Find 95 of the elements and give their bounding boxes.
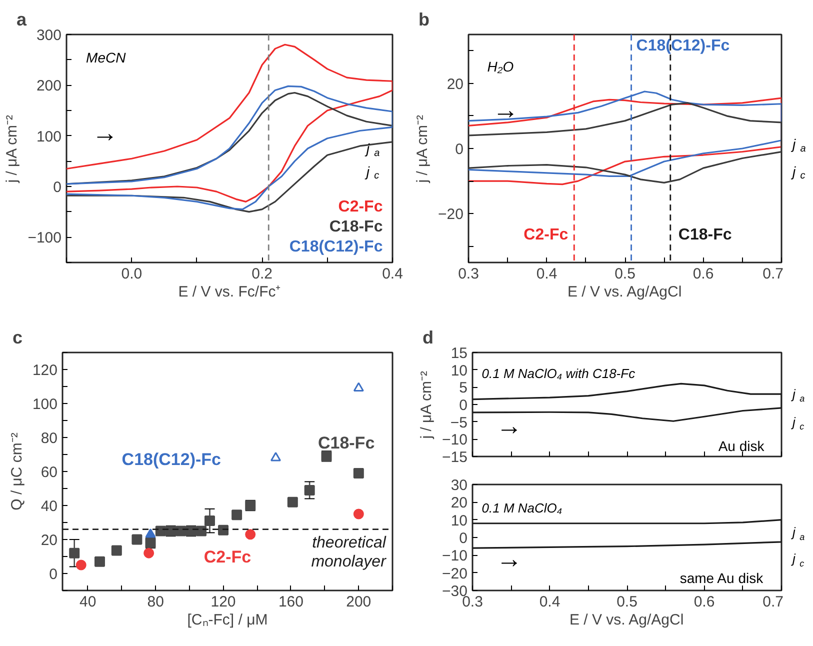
chart-title: c [12, 328, 23, 348]
x-tick-label: 0.0 [121, 266, 142, 282]
y-tick-label: 20 [446, 76, 464, 93]
point [304, 484, 315, 496]
y-tick-label: 120 [32, 362, 58, 379]
text: C18-Fc [329, 218, 383, 236]
y-axis-title: Q / μC cm⁻² [8, 432, 26, 510]
x-tick-label: 0.6 [694, 594, 715, 610]
y-tick-label: −15 [442, 449, 468, 466]
y-tick-label: 15 [450, 345, 468, 362]
point [204, 516, 215, 526]
point [353, 508, 364, 520]
annotation: 0.1 M NaClO₄ with C18-Fc [482, 366, 636, 381]
y-tick-label: 0 [49, 566, 58, 583]
ref-line-label: C2-Fc [524, 226, 568, 244]
y-tick-label: 0 [459, 397, 468, 414]
chart-title: b [418, 10, 430, 30]
annotation: → [496, 544, 522, 574]
annotation: Au disk [718, 438, 766, 454]
x-axis-title: E / V vs. Fc/Fc⁺ [178, 284, 281, 300]
annotation: MeCN [86, 49, 127, 66]
point [353, 468, 364, 478]
point [76, 560, 86, 570]
x-tick-label: 0.2 [252, 266, 273, 282]
y-tick-label: −20 [442, 565, 468, 582]
y-tick-label: 5 [459, 380, 468, 397]
point [245, 529, 256, 540]
y-tick-label: 0 [455, 141, 464, 158]
y-tick-label: 10 [450, 362, 468, 380]
y-tick-label: 100 [32, 396, 58, 413]
point [176, 526, 186, 536]
x-tick-label: 0.4 [536, 266, 558, 282]
x-tick-label: 0.6 [692, 266, 714, 282]
point [94, 556, 105, 567]
y-tick-label: 0 [459, 530, 468, 547]
x-tick-label: 120 [210, 594, 236, 610]
y-tick-label: −10 [442, 432, 468, 449]
y-tick-label: −100 [28, 230, 62, 247]
y-tick-label: 20 [450, 494, 468, 512]
chart-title: a [16, 10, 28, 30]
x-tick-label: 0.4 [382, 266, 403, 282]
y-tick-label: −20 [438, 206, 464, 224]
x-tick-label: 160 [278, 594, 304, 610]
x-axis-title: [Cₙ-Fc] / μM [187, 612, 268, 628]
y-tick-label: 10 [450, 512, 468, 530]
y-tick-label: 30 [450, 477, 468, 494]
point [287, 496, 298, 508]
y-axis-title: j / μA cm⁻² [414, 115, 432, 184]
annotation: 0.1 M NaClO₄ [482, 500, 562, 516]
series-label: C18-Fc [318, 433, 375, 452]
y-tick-label: −10 [442, 548, 468, 565]
y-tick-label: 40 [40, 498, 58, 515]
point [111, 545, 122, 556]
y-tick-label: 80 [40, 430, 58, 447]
y-tick-label: 300 [36, 27, 62, 44]
x-tick-label: 0.3 [458, 266, 479, 282]
annotation: same Au disk [680, 570, 764, 586]
x-axis-title: E / V vs. Ag/AgCl [567, 284, 682, 300]
annotation: H₂O [487, 58, 514, 74]
text: C18(C12)-Fc [289, 238, 383, 256]
y-tick-label: 60 [40, 464, 58, 481]
y-axis-title: j / μA cm⁻² [418, 371, 436, 440]
point [196, 526, 207, 536]
point [270, 452, 281, 462]
y-tick-label: 0 [53, 179, 62, 196]
annotation: → [496, 410, 522, 440]
point [145, 528, 156, 538]
y-tick-label: 100 [36, 128, 62, 146]
text: C2-Fc [338, 198, 383, 216]
ref-line-label: theoretical monolayer [311, 534, 387, 570]
x-tick-label: 0.5 [616, 594, 638, 610]
ref-line-label: C18-Fc [678, 226, 732, 244]
point [232, 510, 242, 520]
x-tick-label: 40 [80, 594, 96, 610]
text: C18(C12)-Fc [122, 450, 222, 470]
chart-title: d [422, 328, 434, 348]
y-tick-label: 200 [36, 78, 62, 95]
point [132, 534, 142, 545]
ref-line-label: C18(C12)-Fc [636, 37, 730, 54]
x-tick-label: 80 [147, 594, 164, 610]
x-tick-label: 0.7 [762, 266, 784, 282]
x-tick-label: 200 [346, 594, 372, 610]
x-axis-title: E / V vs. Ag/AgCl [569, 612, 684, 628]
x-tick-label: 0.7 [762, 594, 784, 610]
annotation: → [492, 94, 519, 125]
y-tick-label: 20 [40, 532, 58, 549]
series-label: C2-Fc [204, 548, 252, 567]
x-tick-label: 0.5 [614, 266, 636, 282]
y-tick-label: −5 [450, 414, 468, 432]
point [144, 548, 154, 558]
y-axis-title: j / μA cm⁻² [4, 115, 21, 184]
point [353, 382, 364, 392]
point [69, 548, 80, 558]
annotation: → [92, 118, 118, 148]
x-tick-label: 0.4 [539, 594, 560, 610]
